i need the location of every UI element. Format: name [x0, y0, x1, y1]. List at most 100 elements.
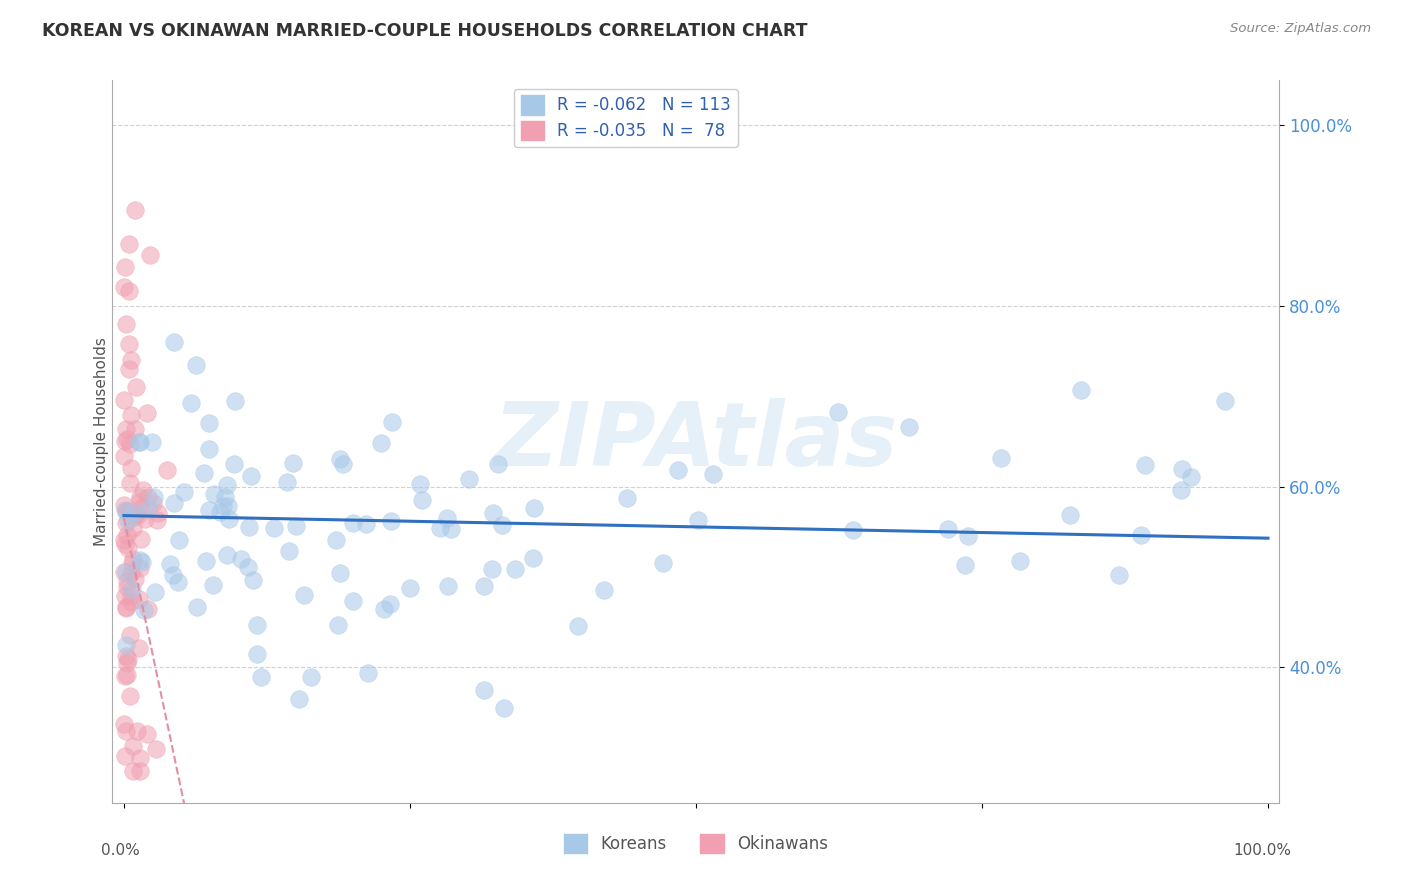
Point — [120, 353, 142, 368]
Point — [112, 498, 135, 512]
Point — [294, 588, 316, 602]
Point — [120, 590, 142, 604]
Point — [129, 764, 152, 778]
Point — [134, 512, 156, 526]
Point — [242, 573, 264, 587]
Point — [214, 490, 236, 504]
Point — [131, 556, 153, 570]
Point — [124, 422, 146, 436]
Point — [115, 657, 138, 671]
Point — [1170, 483, 1192, 498]
Point — [827, 405, 849, 419]
Point — [112, 533, 135, 548]
Point — [122, 506, 145, 520]
Point — [409, 476, 432, 491]
Point — [145, 742, 167, 756]
Point — [955, 558, 977, 572]
Point — [236, 559, 259, 574]
Point — [246, 647, 269, 661]
Point — [381, 415, 404, 429]
Point — [122, 509, 145, 524]
Point — [142, 496, 165, 510]
Point — [593, 583, 616, 598]
Legend: Koreans, Okinawans: Koreans, Okinawans — [557, 827, 835, 860]
Point — [481, 562, 503, 576]
Point — [114, 516, 136, 531]
Point — [342, 593, 364, 607]
Point — [215, 478, 238, 492]
Point — [326, 618, 349, 632]
Point — [132, 483, 155, 498]
Point — [115, 600, 138, 615]
Point — [115, 504, 138, 518]
Point — [429, 521, 451, 535]
Point — [162, 568, 184, 582]
Point — [238, 520, 260, 534]
Point — [503, 561, 526, 575]
Point — [169, 533, 191, 547]
Point — [114, 434, 136, 449]
Point — [437, 578, 460, 592]
Point — [115, 638, 138, 652]
Point — [115, 668, 138, 682]
Point — [186, 600, 208, 615]
Y-axis label: Married-couple Households: Married-couple Households — [94, 337, 108, 546]
Point — [117, 528, 139, 542]
Point — [288, 692, 311, 706]
Point — [198, 442, 221, 456]
Point — [146, 513, 169, 527]
Point — [688, 513, 710, 527]
Point — [494, 701, 516, 715]
Point — [246, 617, 269, 632]
Point — [127, 724, 149, 739]
Point — [325, 533, 347, 548]
Point — [122, 552, 145, 566]
Point — [522, 550, 544, 565]
Point — [299, 670, 322, 684]
Point — [898, 420, 921, 434]
Point — [129, 561, 152, 575]
Point — [117, 513, 139, 527]
Point — [202, 578, 225, 592]
Point — [208, 505, 231, 519]
Point — [329, 452, 352, 467]
Point — [277, 544, 299, 558]
Point — [212, 500, 235, 514]
Point — [1108, 567, 1130, 582]
Point — [122, 764, 145, 778]
Point — [668, 463, 690, 477]
Point — [121, 582, 143, 596]
Point — [124, 380, 146, 394]
Point — [118, 362, 141, 376]
Point — [114, 668, 136, 682]
Point — [118, 689, 141, 703]
Point — [163, 335, 186, 350]
Point — [129, 491, 152, 505]
Point — [136, 490, 159, 504]
Point — [356, 517, 378, 532]
Point — [156, 463, 179, 477]
Point — [114, 590, 136, 604]
Point — [370, 436, 392, 450]
Point — [342, 516, 364, 530]
Point — [124, 572, 146, 586]
Point — [120, 595, 142, 609]
Point — [224, 393, 246, 408]
Point — [114, 260, 136, 274]
Point — [112, 716, 135, 731]
Point — [148, 506, 170, 520]
Point — [380, 515, 402, 529]
Point — [523, 501, 546, 516]
Point — [128, 435, 150, 450]
Point — [118, 476, 141, 491]
Point — [1171, 461, 1194, 475]
Point — [163, 496, 186, 510]
Point — [117, 541, 139, 555]
Point — [120, 628, 142, 642]
Point — [193, 467, 215, 481]
Point — [195, 554, 218, 568]
Point — [117, 651, 139, 665]
Point — [1010, 554, 1032, 568]
Point — [115, 504, 138, 518]
Point — [120, 566, 142, 581]
